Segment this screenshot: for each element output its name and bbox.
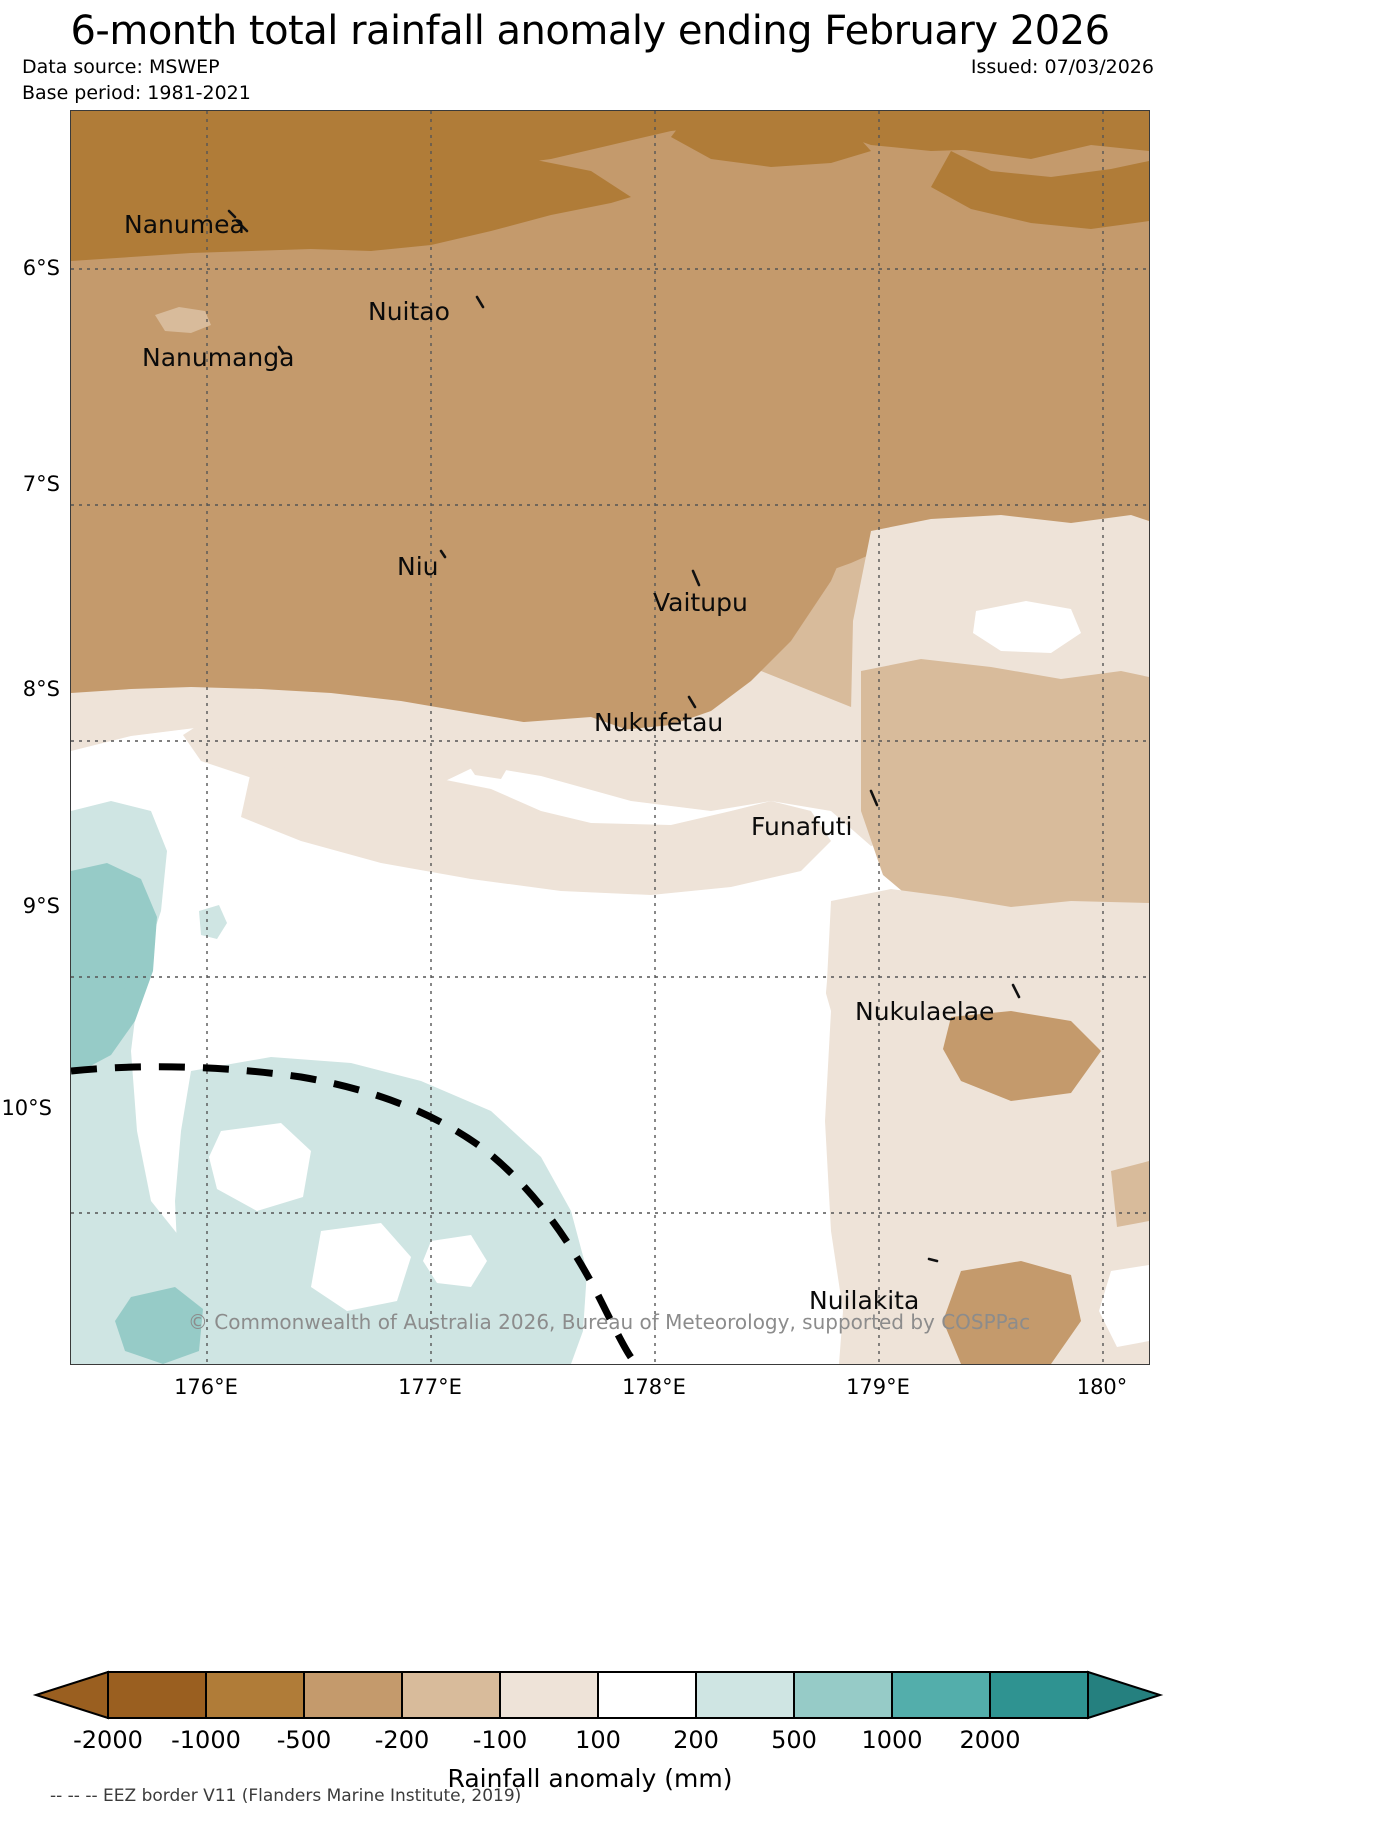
xtick-177e: 177°E xyxy=(398,1375,462,1399)
contour-southeast-white-channel xyxy=(757,931,843,1364)
contour-east-band-funafuti xyxy=(861,659,1149,923)
place-label-nuilakita: Nuilakita xyxy=(809,1286,920,1315)
copyright-text: © Commonwealth of Australia 2026, Bureau… xyxy=(187,1310,1031,1334)
contour-patch-nanumea xyxy=(155,307,211,333)
ytick-7s: 7°S xyxy=(22,472,60,496)
graticule-lines xyxy=(71,111,1149,1364)
colorbar-swatch-5 xyxy=(597,1671,697,1719)
place-label-nukulaelae: Nukulaelae xyxy=(855,997,995,1026)
contour-deep-teal-west-2 xyxy=(71,901,131,1037)
rainfall-anomaly-map[interactable]: Nanumea Nuitao Nanumanga Niu Vaitupu Nuk… xyxy=(70,110,1150,1365)
contour-east-hole xyxy=(973,601,1081,653)
contour-teal-hole-1 xyxy=(209,1123,311,1211)
colorbar-swatch-4 xyxy=(499,1671,599,1719)
colorbar-swatch-2 xyxy=(303,1671,403,1719)
colorbar-tick-neg1000: -1000 xyxy=(171,1726,241,1754)
colorbar-swatch-0 xyxy=(107,1671,207,1719)
colorbar-swatch-9 xyxy=(989,1671,1089,1719)
header: 6-month total rainfall anomaly ending Fe… xyxy=(0,0,1180,110)
ytick-8s: 8°S xyxy=(22,677,60,701)
colorbar-swatch-6 xyxy=(695,1671,795,1719)
eez-border-line xyxy=(71,1063,640,1364)
contour-patch-se-small xyxy=(1111,1161,1149,1227)
colorbar-tick-100: 100 xyxy=(575,1726,621,1754)
colorbar-swatch-1 xyxy=(205,1671,305,1719)
data-source-label: Data source: MSWEP xyxy=(22,56,220,78)
colorbar-cap-min xyxy=(32,1670,109,1720)
colorbar-tick-1000: 1000 xyxy=(861,1726,923,1754)
contour-deep-teal-south xyxy=(115,1287,203,1364)
place-label-nanumanga: Nanumanga xyxy=(142,343,295,372)
colorbar-swatch-8 xyxy=(891,1671,991,1719)
colorbar-swatch-3 xyxy=(401,1671,501,1719)
island-outlines xyxy=(227,209,1021,1263)
place-label-niu: Niu xyxy=(397,552,439,581)
colorbar[interactable]: -2000 -1000 -500 -200 -100 100 200 500 1… xyxy=(0,1660,1180,1840)
contour-teal-hole-2 xyxy=(311,1223,411,1311)
contour-central-patch-2 xyxy=(511,717,631,767)
contour-southeast-pale xyxy=(813,889,1149,1364)
issued-date-label: Issued: 07/03/2026 xyxy=(970,56,1154,78)
place-label-nuitao: Nuitao xyxy=(368,297,450,326)
contour-small-teal-patch xyxy=(199,905,227,939)
contour-teal-hole-3 xyxy=(423,1235,487,1287)
ytick-10s: 10°S xyxy=(1,1096,52,1120)
colorbar-tick-neg200: -200 xyxy=(374,1726,430,1754)
colorbar-tick-neg100: -100 xyxy=(472,1726,528,1754)
place-label-funafuti: Funafuti xyxy=(751,812,853,841)
page-title: 6-month total rainfall anomaly ending Fe… xyxy=(70,8,1110,54)
contour-band-neg1000-neg500-northwest xyxy=(71,111,631,261)
contour-blob-nukulaelae-north xyxy=(943,1011,1101,1101)
ytick-9s: 9°S xyxy=(22,894,60,918)
xtick-178e: 178°E xyxy=(622,1375,686,1399)
eez-dash-swatch: -- -- -- xyxy=(50,1786,98,1806)
colorbar-swatches[interactable] xyxy=(0,1660,1180,1730)
colorbar-tick-200: 200 xyxy=(673,1726,719,1754)
eez-legend: -- -- -- EEZ border V11 (Flanders Marine… xyxy=(50,1786,521,1806)
colorbar-tick-2000: 2000 xyxy=(959,1726,1021,1754)
contour-central-patch-3 xyxy=(183,711,491,789)
colorbar-cap-max xyxy=(1087,1670,1164,1720)
contour-band-neg500-neg200-core xyxy=(71,211,871,731)
ytick-6s: 6°S xyxy=(22,256,60,280)
place-label-vaitupu: Vaitupu xyxy=(653,588,748,617)
contour-band-neg1000-neg500-spur xyxy=(671,111,871,167)
colorbar-swatch-7 xyxy=(793,1671,893,1719)
colorbar-tick-neg2000: -2000 xyxy=(73,1726,143,1754)
contour-band-neg1000-neg500-ne2 xyxy=(931,151,1149,229)
colorbar-tick-500: 500 xyxy=(771,1726,817,1754)
contour-band-neg1000-neg500-northeast xyxy=(801,111,1149,151)
colorbar-title: Rainfall anomaly (mm) xyxy=(447,1764,733,1793)
map-contour-canvas xyxy=(71,111,1149,1364)
xtick-180: 180° xyxy=(1076,1375,1128,1399)
contour-central-patch-4 xyxy=(241,763,831,895)
xtick-179e: 179°E xyxy=(846,1375,910,1399)
contour-blob-nuilakita xyxy=(943,1261,1081,1364)
xtick-176e: 176°E xyxy=(174,1375,238,1399)
place-label-nanumea: Nanumea xyxy=(124,210,245,239)
contour-hole-se xyxy=(1099,1265,1149,1347)
place-label-nukufetau: Nukufetau xyxy=(594,708,724,737)
eez-legend-label: EEZ border V11 (Flanders Marine Institut… xyxy=(103,1786,522,1806)
base-period-label: Base period: 1981-2021 xyxy=(22,82,251,104)
colorbar-tick-neg500: -500 xyxy=(276,1726,332,1754)
